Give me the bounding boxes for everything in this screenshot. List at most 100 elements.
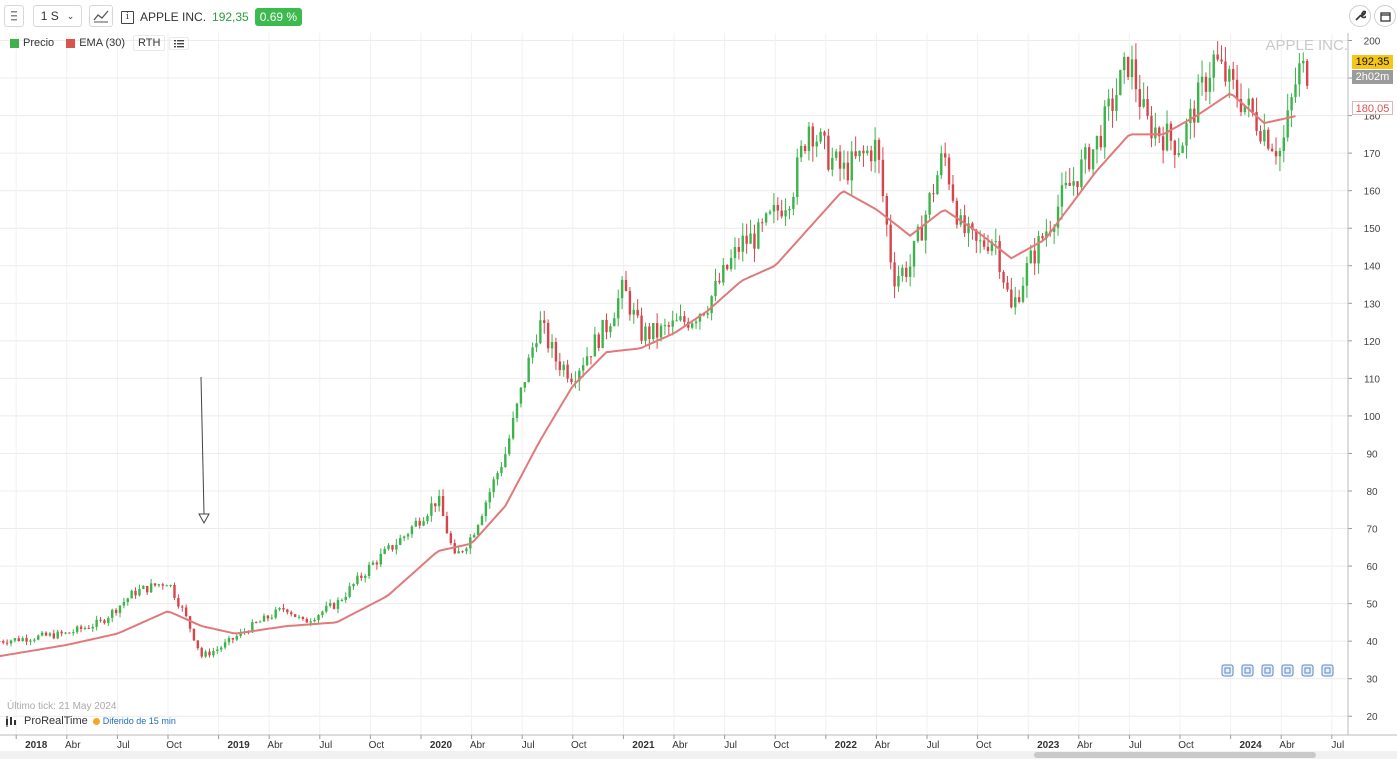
candle-body bbox=[406, 534, 410, 537]
candle-body bbox=[13, 638, 17, 641]
timeframe-select[interactable]: 1 S ⌄ bbox=[33, 5, 82, 27]
candle-body bbox=[251, 622, 254, 633]
candle-body bbox=[846, 162, 850, 181]
ema-swatch bbox=[66, 38, 76, 48]
x-tick-label: 2020 bbox=[430, 740, 453, 751]
candle-body bbox=[383, 549, 386, 554]
candle-body bbox=[718, 280, 721, 283]
candle-body bbox=[270, 617, 273, 619]
y-tick-label: 200 bbox=[1364, 37, 1381, 48]
candle-body bbox=[457, 551, 460, 554]
candle-body bbox=[348, 586, 351, 597]
candle-body bbox=[344, 596, 347, 601]
legend-item-ema[interactable]: EMA (30) bbox=[62, 36, 129, 50]
candle-body bbox=[1220, 59, 1223, 62]
candle-body bbox=[387, 545, 390, 550]
y-axis: 20 30 40 50 60 70 80 90 100 110 120 130 140 150 160 170… bbox=[1347, 33, 1381, 735]
candle-body bbox=[807, 126, 811, 151]
x-tick-label: Abr bbox=[672, 740, 688, 751]
y-tick-label: 170 bbox=[1364, 149, 1381, 160]
candle-body bbox=[64, 632, 67, 634]
candle-body bbox=[955, 200, 959, 225]
candle-body bbox=[725, 264, 729, 270]
candle-body bbox=[282, 607, 285, 610]
chart-type-icon[interactable] bbox=[89, 5, 113, 27]
candle-body bbox=[52, 633, 56, 639]
candle-body bbox=[1087, 147, 1091, 170]
candle-body bbox=[153, 583, 157, 586]
candle-body bbox=[776, 204, 779, 211]
legend-label: Precio bbox=[23, 37, 55, 49]
watermark: APPLE INC. bbox=[1265, 37, 1348, 54]
candle-body bbox=[29, 640, 32, 642]
x-tick-label: Abr bbox=[470, 740, 486, 751]
candle-body bbox=[56, 631, 59, 639]
y-tick-label: 130 bbox=[1364, 299, 1381, 310]
candle-body bbox=[328, 603, 332, 606]
candle-body bbox=[122, 602, 126, 606]
candle-body bbox=[184, 607, 188, 617]
candle-body bbox=[402, 536, 406, 539]
candle-body bbox=[364, 575, 367, 578]
menu-icon[interactable] bbox=[4, 5, 24, 27]
candle-body bbox=[581, 365, 585, 371]
instrument-header: i APPLE INC. 192,35 0.69 % bbox=[121, 8, 303, 26]
list-icon[interactable] bbox=[169, 36, 190, 50]
candle-body bbox=[472, 535, 476, 538]
candle-body bbox=[620, 279, 624, 299]
candle-body bbox=[1177, 153, 1180, 155]
candle-body bbox=[68, 632, 71, 634]
candle-body bbox=[788, 208, 791, 211]
candle-body bbox=[321, 611, 324, 616]
y-tick-label: 30 bbox=[1366, 675, 1378, 686]
x-tick-label: Jul bbox=[319, 740, 332, 751]
candle-body bbox=[508, 438, 511, 455]
candle-body bbox=[737, 247, 741, 252]
scrollbar-thumb[interactable] bbox=[1034, 752, 1316, 758]
candle-body bbox=[1045, 231, 1048, 239]
candle-body bbox=[480, 516, 484, 525]
candle-body bbox=[492, 479, 495, 493]
x-tick-label: Jul bbox=[1129, 740, 1142, 751]
candle-body bbox=[531, 347, 534, 358]
candle-body bbox=[605, 319, 608, 333]
horizontal-scrollbar[interactable] bbox=[0, 751, 1397, 759]
candle-body bbox=[305, 618, 309, 623]
price-swatch bbox=[10, 38, 19, 48]
candle-body bbox=[1165, 123, 1169, 151]
candle-body bbox=[181, 606, 184, 608]
window-icon[interactable] bbox=[1374, 5, 1396, 27]
candles-logo-icon bbox=[6, 716, 16, 727]
info-icon[interactable]: i bbox=[121, 10, 134, 24]
legend-item-price[interactable]: Precio bbox=[6, 36, 58, 50]
candle-body bbox=[834, 151, 838, 158]
candle-body bbox=[745, 235, 748, 244]
candle-body bbox=[1282, 137, 1286, 151]
candle-body bbox=[990, 241, 994, 252]
candle-body bbox=[710, 296, 713, 314]
candle-body bbox=[885, 196, 888, 225]
candle-body bbox=[535, 343, 538, 348]
wrench-icon[interactable] bbox=[1349, 5, 1371, 27]
delay-text: Diferido de 15 min bbox=[102, 716, 176, 726]
candle-body bbox=[663, 325, 667, 327]
candle-body bbox=[1305, 60, 1309, 86]
candle-body bbox=[426, 515, 429, 522]
x-tick-label: Abr bbox=[65, 740, 81, 751]
candle-body bbox=[48, 633, 52, 636]
candle-body bbox=[543, 320, 546, 323]
candle-body bbox=[943, 153, 947, 158]
legend-item-rth[interactable]: RTH bbox=[133, 35, 166, 51]
candle-body bbox=[1084, 147, 1087, 160]
candle-body bbox=[850, 151, 853, 181]
candle-body bbox=[1290, 97, 1293, 111]
x-tick-label: Jul bbox=[117, 740, 130, 751]
candle-body bbox=[912, 241, 916, 267]
candle-body bbox=[1196, 82, 1200, 123]
candle-body bbox=[877, 139, 881, 160]
candle-body bbox=[589, 356, 593, 358]
candle-body bbox=[1014, 297, 1017, 308]
ema-line bbox=[0, 92, 1296, 658]
tool-icons-row bbox=[1221, 664, 1334, 677]
